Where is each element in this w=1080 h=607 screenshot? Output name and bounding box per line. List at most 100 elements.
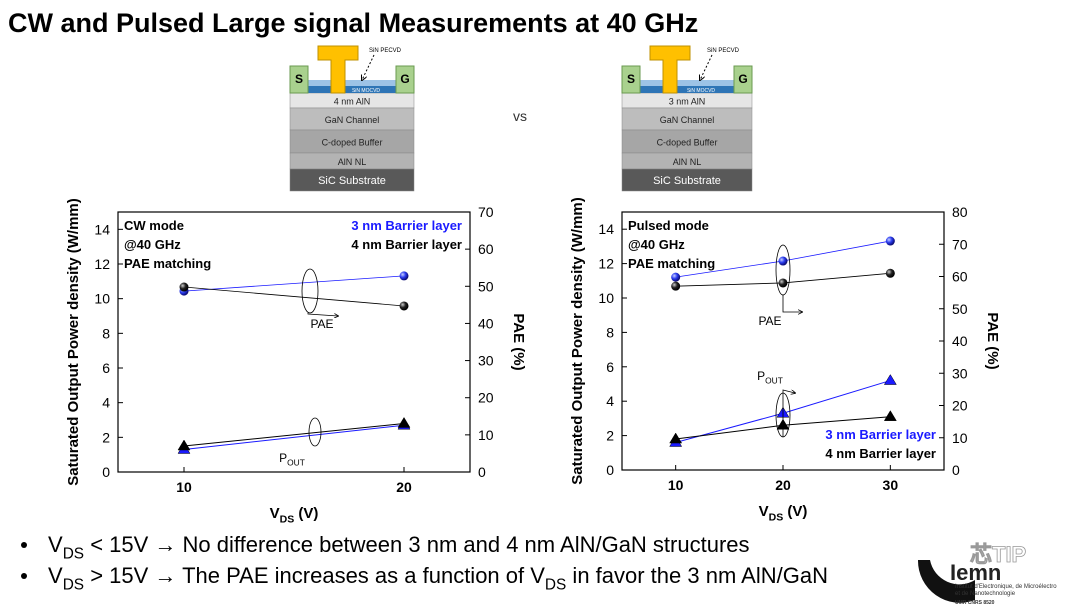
chart-note: @40 GHz (628, 237, 685, 252)
annotation-ellipse (308, 417, 322, 447)
bullet-text: VDS < 15V → No difference between 3 nm a… (48, 532, 750, 563)
y-tick-label: 10 (598, 290, 614, 306)
gate-pad-label: G (738, 72, 747, 86)
layer-stack: 3 nm AlN GaN Channel C-doped Buffer AlN NL S… (621, 45, 753, 192)
subscript: DS (769, 512, 784, 524)
chart-note: @40 GHz (124, 237, 181, 252)
pout-line (183, 424, 405, 450)
pae-marker (399, 301, 409, 311)
y-tick-label: 14 (94, 221, 110, 237)
annotation-arrow (307, 313, 338, 316)
y2-tick-label: 60 (478, 241, 494, 257)
source-pad (621, 65, 641, 94)
pae-marker (179, 282, 189, 292)
legend-entry: 3 nm Barrier layer (351, 218, 462, 233)
y-tick-label: 10 (94, 291, 110, 307)
y-tick-label: 6 (102, 360, 110, 376)
text-segment: PAE (310, 317, 333, 331)
text-segment: V (48, 532, 63, 557)
pae-marker (778, 278, 788, 288)
y-tick-label: 4 (102, 395, 110, 411)
x-tick-label: 10 (176, 479, 192, 495)
plot-frame (117, 211, 471, 473)
text-segment: in favor the 3 nm AlN/GaN (566, 563, 828, 588)
slide-title: CW and Pulsed Large signal Measurements … (8, 8, 698, 38)
gate (317, 45, 359, 94)
y2-tick-label: 80 (952, 204, 968, 220)
subscript: DS (280, 514, 295, 526)
y-tick-label: 8 (606, 324, 614, 340)
y-tick-label: 14 (598, 221, 614, 237)
layer-label: GaN Channel (325, 115, 380, 125)
text-segment: (V) (294, 505, 318, 522)
y-tick-label: 2 (606, 428, 614, 444)
logo-shape (917, 560, 975, 603)
pecvd-label: SiN PECVD (707, 48, 740, 54)
y2-tick-label: 10 (478, 427, 494, 443)
annotation-arrow (782, 389, 795, 437)
layer-label: C-doped Buffer (657, 138, 718, 148)
layer-label: 4 nm AlN (334, 97, 371, 107)
chart: 0 2 4 6 8 10 12 14 0 10 20 30 40 50 60 70 80 10 20 30 Satura… (569, 197, 1001, 523)
pout-marker (883, 410, 897, 421)
y2-tick-label: 0 (952, 462, 960, 478)
text-segment: V (759, 503, 769, 520)
x-tick-label: 20 (775, 477, 791, 493)
subscript: OUT (765, 376, 783, 386)
layer-label: GaN Channel (660, 115, 715, 125)
text-segment: P (757, 369, 765, 383)
gate (649, 45, 691, 94)
text-segment: > 15V → The PAE increases as a function … (84, 563, 545, 588)
chart-note: Pulsed mode (628, 218, 709, 233)
annotation-label: POUT (757, 369, 783, 386)
pae-marker (778, 256, 788, 266)
pae-marker (885, 268, 895, 278)
annotation-label: PAE (310, 317, 333, 331)
pout-marker (397, 416, 411, 428)
text-segment: PAE (758, 314, 781, 328)
y-tick-label: 4 (606, 393, 614, 409)
pecvd-pointer (700, 54, 713, 80)
legend-entry: 3 nm Barrier layer (825, 427, 936, 442)
pae-marker (671, 281, 681, 291)
annotation-label: PAE (758, 314, 781, 328)
layer (621, 168, 753, 192)
bullet-text: V DS > 15V → The PAE increases as a funct… (48, 563, 828, 594)
x-tick-label: 20 (396, 479, 412, 495)
logo-line: UMR CNRS 8520 (955, 600, 995, 606)
watermark: 芯TIP (970, 542, 1026, 567)
pae-line (183, 275, 405, 292)
y2-tick-label: 50 (478, 278, 494, 294)
pout-line (183, 422, 405, 447)
text-segment: V (270, 505, 280, 522)
text-segment: (V) (783, 503, 807, 520)
bullet-dot (21, 573, 27, 579)
source-pad (289, 65, 309, 94)
y2-axis-label: PAE (%) (984, 312, 1001, 369)
y2-axis-label: PAE (%) (510, 313, 527, 370)
y2-tick-label: 40 (478, 315, 494, 331)
source-label: S (295, 72, 303, 86)
pae-line (183, 286, 405, 307)
x-axis-label: VDS (V) (270, 505, 319, 526)
layer-stack: 4 nm AlN GaN Channel C-doped Buffer AlN NL S… (289, 45, 415, 192)
mocvd-label: SiN MOCVD (352, 88, 380, 94)
y2-tick-label: 70 (952, 236, 968, 252)
legend-entry: 4 nm Barrier layer (825, 446, 936, 461)
text-segment: V (48, 563, 63, 588)
y2-tick-label: 20 (478, 390, 494, 406)
pout-marker (669, 432, 683, 444)
subscript: DS (545, 577, 566, 594)
text-segment: < 15V → No difference between 3 nm and 4… (84, 532, 749, 557)
pecvd-pointer (362, 54, 375, 80)
pae-marker (885, 236, 895, 246)
y2-tick-label: 70 (478, 204, 494, 220)
pae-marker (671, 272, 681, 282)
x-axis-label: VDS (V) (759, 503, 808, 524)
y2-tick-label: 30 (952, 365, 968, 381)
y2-tick-label: 40 (952, 333, 968, 349)
y-tick-label: 12 (94, 256, 110, 272)
layer-label: AlN NL (673, 157, 702, 167)
y-axis-label: Saturated Output Power density (W/mm) (65, 198, 82, 486)
